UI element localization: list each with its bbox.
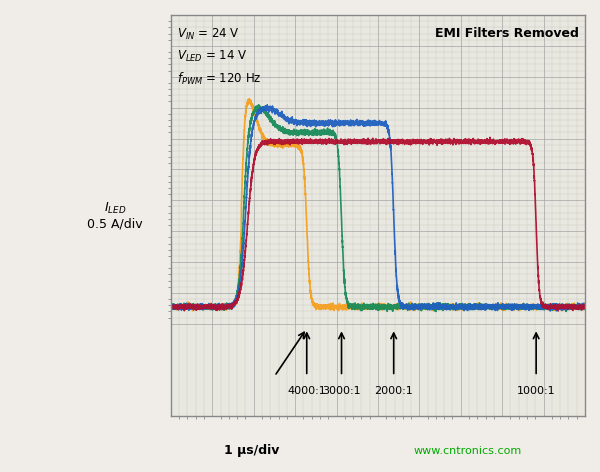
Text: www.cntronics.com: www.cntronics.com (414, 446, 522, 456)
Text: 2000:1: 2000:1 (374, 386, 413, 396)
Text: 1 μs/div: 1 μs/div (224, 444, 280, 457)
Text: 3000:1: 3000:1 (322, 386, 361, 396)
Text: $V_{IN}$ = 24 V
$V_{LED}$ = 14 V
$f_{PWM}$ = 120 Hz: $V_{IN}$ = 24 V $V_{LED}$ = 14 V $f_{PWM… (177, 27, 262, 87)
Text: 4000:1: 4000:1 (287, 386, 326, 396)
Text: 1000:1: 1000:1 (517, 386, 556, 396)
Y-axis label: $I_{LED}$
0.5 A/div: $I_{LED}$ 0.5 A/div (87, 201, 143, 231)
Text: EMI Filters Removed: EMI Filters Removed (435, 27, 579, 40)
